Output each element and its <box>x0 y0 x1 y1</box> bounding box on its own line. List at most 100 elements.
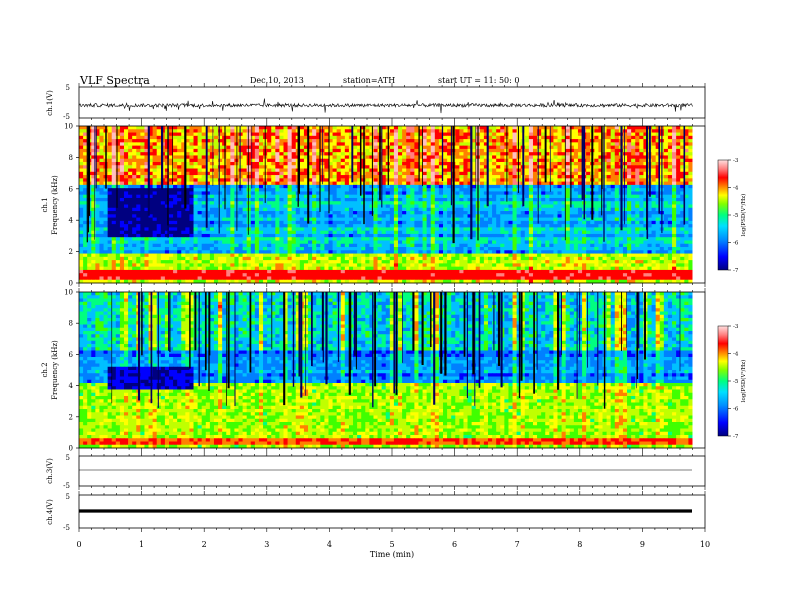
spectrogram-cell <box>651 214 657 218</box>
spectrogram-cell <box>557 178 562 182</box>
spectrogram-cell <box>483 152 489 156</box>
spectrogram-cell <box>561 152 567 156</box>
spectrogram-cell <box>348 126 354 130</box>
spectrogram-cell <box>299 207 305 212</box>
spectrogram-cell <box>197 175 203 179</box>
spectrogram-cell <box>430 220 436 225</box>
spectrogram-cell <box>230 155 235 160</box>
spectrogram-cell <box>144 224 149 228</box>
spectrogram-cell <box>577 135 583 140</box>
spectrogram-cell <box>291 142 297 147</box>
spectrogram-cell <box>577 227 583 232</box>
spectrogram-cell <box>377 217 383 222</box>
spectrogram-cell <box>561 188 567 192</box>
spectrogram-cell <box>132 171 137 176</box>
spectrogram-cell <box>111 155 117 160</box>
spectrogram-cell <box>238 227 243 232</box>
spectrogram-cell <box>361 230 366 235</box>
spectrogram-cell <box>226 145 231 150</box>
spectrogram-cell <box>353 211 358 215</box>
spectrogram-cell <box>569 197 575 202</box>
spectrogram-cell <box>197 142 203 147</box>
spectrogram-cell <box>344 155 350 160</box>
spectrogram-cell <box>246 188 252 192</box>
spectrogram-cell <box>426 175 432 179</box>
spectrogram-cell <box>422 158 428 163</box>
spectrogram-cell <box>189 148 194 153</box>
spectrogram-cell <box>553 181 558 186</box>
spectrogram-cell <box>655 139 661 143</box>
spectrogram-cell <box>246 227 252 232</box>
spectrogram-cell <box>508 171 513 176</box>
spectrogram-cell <box>230 145 235 150</box>
spectrogram-cell <box>586 158 591 163</box>
spectrogram-cell <box>553 214 558 218</box>
spectrogram-cell <box>635 139 640 143</box>
spectrogram-cell <box>414 207 419 212</box>
spectrogram-cell <box>348 165 354 169</box>
spectrogram-cell <box>537 155 542 160</box>
spectrogram-cell <box>565 142 571 147</box>
spectrogram-cell <box>201 214 207 218</box>
spectrogram-cell <box>373 168 378 173</box>
spectrogram-cell <box>291 132 297 137</box>
spectrogram-cell <box>348 152 354 156</box>
spectrogram-cell <box>254 142 260 147</box>
spectrogram-cell <box>410 224 415 228</box>
spectrogram-cell <box>140 161 145 166</box>
spectrogram-cell <box>573 171 579 176</box>
spectrogram-cell <box>606 129 612 133</box>
spectrogram-cell <box>291 188 297 192</box>
spectrogram-cell <box>357 211 362 215</box>
spectrogram-cell <box>99 158 104 163</box>
spectrogram-cell <box>140 214 145 218</box>
spectrogram-cell <box>148 227 154 232</box>
spectrogram-cell <box>680 211 685 215</box>
spectrogram-cell <box>279 201 284 205</box>
spectrogram-cell <box>324 152 329 156</box>
spectrogram-cell <box>537 230 542 235</box>
spectrogram-cell <box>197 181 203 186</box>
spectrogram-cell <box>422 161 428 166</box>
spectrogram-cell <box>614 220 620 225</box>
spectrogram-cell <box>537 171 542 176</box>
spectrogram-cell <box>561 178 567 182</box>
spectrogram-cell <box>512 184 518 189</box>
spectrogram-cell <box>508 168 513 173</box>
spectrogram-cell <box>136 194 141 199</box>
spectrogram-cell <box>528 211 534 215</box>
spectrogram-cell <box>365 171 370 176</box>
spectrogram-cell <box>557 161 562 166</box>
spectrogram-cell <box>87 214 92 218</box>
spectrogram-cell <box>181 224 186 228</box>
spectrogram-cell <box>414 145 419 150</box>
spectrogram-cell <box>672 155 677 160</box>
spectrogram-cell <box>549 211 554 215</box>
spectrogram-cell <box>573 230 579 235</box>
spectrogram-cell <box>271 165 276 169</box>
spectrogram-cell <box>156 145 162 150</box>
spectrogram-cell <box>213 214 219 218</box>
spectrogram-cell <box>639 158 644 163</box>
spectrogram-cell <box>622 220 628 225</box>
spectrogram-cell <box>622 175 628 179</box>
spectrogram-cell <box>258 158 264 163</box>
spectrogram-cell <box>348 207 354 212</box>
spectrogram-cell <box>688 184 693 189</box>
spectrogram-cell <box>246 178 252 182</box>
spectrogram-cell <box>332 184 338 189</box>
spectrogram-cell <box>512 129 518 133</box>
spectrogram-cell <box>332 158 338 163</box>
spectrogram-cell <box>267 217 272 222</box>
spectrogram-cell <box>631 194 636 199</box>
spectrogram-cell <box>168 152 174 156</box>
spectrogram-cell <box>402 129 407 133</box>
spectrogram-cell <box>185 175 190 179</box>
spectrogram-cell <box>144 217 149 222</box>
spectrogram-cell <box>557 211 562 215</box>
spectrogram-cell <box>373 227 378 232</box>
spectrogram-cell <box>369 168 374 173</box>
spectrogram-cell <box>688 207 693 212</box>
spectrogram-cell <box>365 227 370 232</box>
spectrogram-cell <box>197 152 203 156</box>
